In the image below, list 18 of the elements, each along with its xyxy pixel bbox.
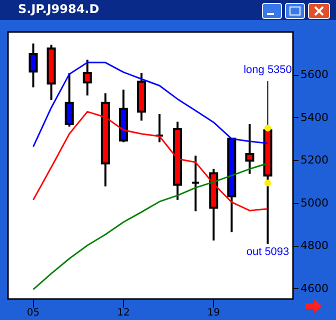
y-tick-label: 4600 [300,282,328,295]
candlestick [245,123,254,175]
candlestick [64,72,74,128]
annotation: out 5093 [246,246,290,258]
y-tick-label: 5000 [300,196,328,210]
annotation: long 5350 [244,64,292,76]
candlestick [28,42,38,88]
x-tick-label: 19 [207,308,220,318]
y-tick-label: 5400 [300,110,328,124]
y-tick-label: 5600 [300,68,328,82]
chart-title: S.JP.J9984.D [18,2,100,16]
x-tick-label: 05 [26,308,40,318]
y-tick-label: 4800 [300,239,328,252]
y-tick-label: 5200 [300,154,328,167]
candlestick [82,58,92,96]
candlestick [191,154,200,212]
x-tick-label: 12 [117,308,130,318]
candlestick [155,113,164,144]
